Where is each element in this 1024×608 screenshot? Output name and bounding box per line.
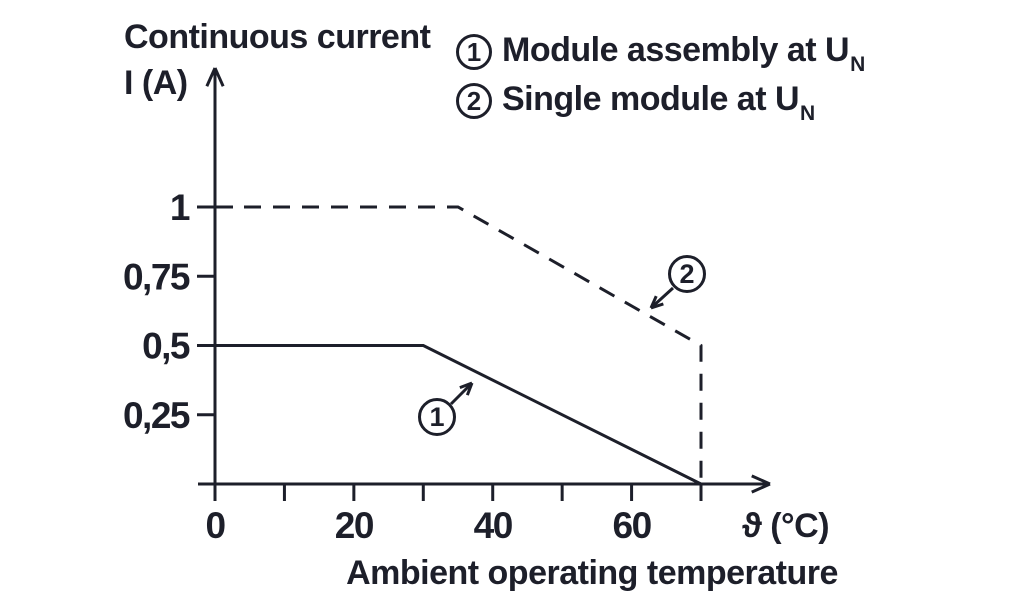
x-tick-label: 0	[205, 505, 225, 546]
series-line-1	[215, 344, 702, 486]
series-line-2	[215, 205, 703, 484]
callout-marker-1: 1	[418, 398, 456, 436]
legend-item-single-module: 2 Single module at UN	[456, 80, 864, 125]
y-axis-title-line1: Continuous current	[124, 18, 431, 56]
legend-label-subscript: N	[850, 53, 865, 76]
circled-number-1-icon: 1	[456, 34, 492, 70]
legend-item-module-assembly: 1 Module assembly at UN	[456, 31, 865, 76]
x-tick-label: 20	[335, 505, 374, 546]
callout-2-arrow-line	[649, 286, 675, 310]
callout-1-arrow-arrowhead	[459, 381, 473, 390]
legend-label-subscript: N	[800, 102, 815, 125]
callout-marker-2: 2	[668, 255, 706, 293]
x-tick-label: 40	[474, 505, 513, 546]
callout-1-arrow-line	[449, 381, 474, 406]
legend-label: Module assembly at UN	[502, 31, 865, 76]
x-tick-label: 60	[613, 505, 652, 546]
callout-2-arrow-arrowhead	[649, 295, 658, 309]
x-axis-arrowhead	[751, 482, 771, 494]
legend: 1 Module assembly at UN 2 Single module …	[456, 31, 865, 125]
x-axis-unit-label: ϑ (°C)	[742, 507, 830, 545]
callout-2-arrow-arrowhead	[650, 302, 664, 310]
y-axis-arrowhead	[205, 67, 217, 87]
legend-label: Single module at UN	[502, 80, 815, 125]
y-tick-label: 1	[170, 187, 190, 228]
y-axis-arrowhead	[213, 67, 225, 87]
legend-label-text: Single module at U	[502, 80, 800, 118]
callout-1-arrow-arrowhead	[465, 382, 474, 396]
legend-label-text: Module assembly at U	[502, 31, 850, 69]
x-axis-arrowhead	[751, 474, 771, 486]
y-tick-label: 0,75	[123, 256, 190, 297]
x-axis-caption: Ambient operating temperature	[346, 554, 838, 592]
y-tick-label: 0,25	[123, 395, 190, 436]
y-tick-label: 0,5	[142, 326, 190, 367]
y-axis-title: Continuous current I (A)	[124, 14, 431, 106]
y-axis-title-line2: I (A)	[124, 64, 188, 102]
circled-number-2-icon: 2	[456, 83, 492, 119]
